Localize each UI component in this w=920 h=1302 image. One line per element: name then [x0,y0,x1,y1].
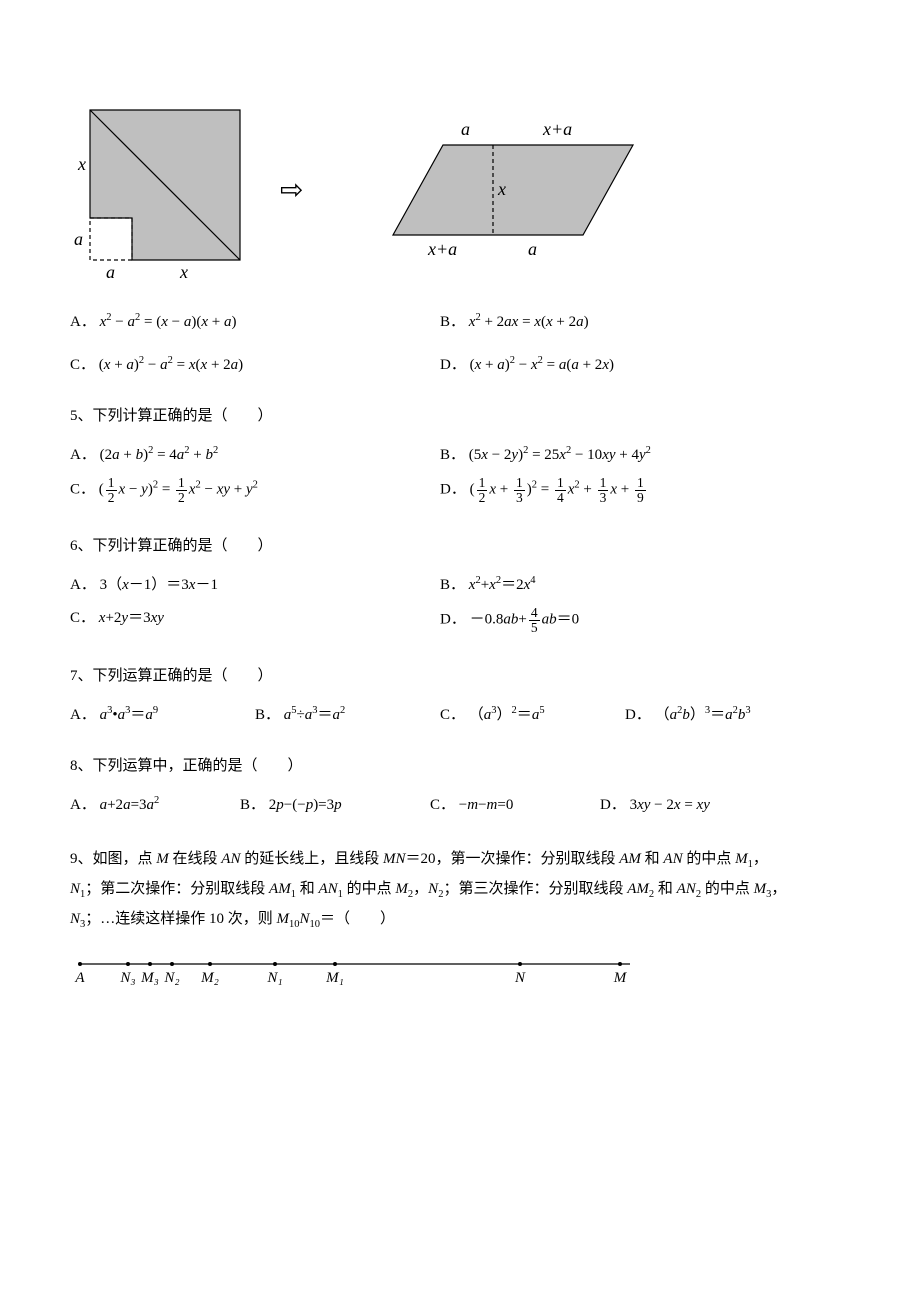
q4-option-b: B． x2 + 2ax = x(x + 2a) [440,310,810,331]
q6-option-b: B． x2+x2＝2x4 [440,573,810,594]
label-a-bottom2: a [528,239,537,259]
label-a-top: a [461,119,470,139]
q6-row1: A． 3（x－1）＝3x－1 B． x2+x2＝2x4 [70,573,850,594]
q8-option-a: A． a+2a=3a2 [70,793,240,814]
label-x-mid: x [497,179,506,199]
q5-row1: A． (2a + b)2 = 4a2 + b2 B． (5x − 2y)2 = … [70,443,850,464]
opt-label: D． [440,611,466,627]
q5-option-a: A． (2a + b)2 = 4a2 + b2 [70,443,440,464]
q6-head: 6、下列计算正确的是（ ） [70,534,850,555]
opt-label: D． [600,797,626,813]
q7-option-a: A． a3•a3＝a9 [70,703,255,724]
q8-option-d: D． 3xy − 2x = xy [600,793,785,814]
arrow-icon: ⇨ [280,173,303,207]
opt-label: B． [440,314,465,330]
q5-head: 5、下列计算正确的是（ ） [70,404,850,425]
q8-head: 8、下列运算中，正确的是（ ） [70,754,850,775]
q7-option-d: D． （a2b）3＝a2b3 [625,703,810,724]
svg-text:M₃: M₃ [140,970,159,986]
q8-row: A． a+2a=3a2 B． 2p−(−p)=3p C． −m−m=0 D． 3… [70,793,850,814]
q8-option-c: C． −m−m=0 [430,793,600,814]
q9-number-line: A N₃ M₃N₂ M₂ N₁ M₁ N M [70,952,850,997]
opt-label: B． [240,797,265,813]
q4-figure: x a a x ⇨ a x+a x x+a a [70,100,850,280]
opt-label: C． [70,610,95,626]
opt-label: C． [430,797,455,813]
q4-option-a: A． x2 − a2 = (x − a)(x + a) [70,310,440,331]
opt-label: C． [70,481,95,497]
opt-label: B． [255,707,280,723]
svg-text:N: N [514,970,526,986]
opt-label: D． [440,357,466,373]
q4-options-row1: A． x2 − a2 = (x − a)(x + a) B． x2 + 2ax … [70,310,850,331]
q4-option-d: D． (x + a)2 − x2 = a(a + 2x) [440,353,810,374]
svg-text:N₃: N₃ [119,970,135,986]
svg-text:M₂: M₂ [200,970,219,986]
q4-options-row2: C． (x + a)2 − a2 = x(x + 2a) D． (x + a)2… [70,353,850,374]
svg-text:M₁: M₁ [325,970,344,986]
opt-label: A． [70,314,96,330]
svg-text:N₁: N₁ [266,970,282,986]
label-xa-top: x+a [542,119,572,139]
q5-option-d: D． (12x + 13)2 = 14x2 + 13x + 19 [440,476,810,504]
opt-label: A． [70,707,96,723]
q7-option-c: C． （a3）2＝a5 [440,703,625,724]
q6-row2: C． x+2y＝3xy D． －0.8ab+45ab＝0 [70,606,850,634]
label-xa-bottom: x+a [427,239,457,259]
opt-label: B． [440,447,465,463]
svg-text:M: M [613,970,628,986]
q7-row: A． a3•a3＝a9 B． a5÷a3＝a2 C． （a3）2＝a5 D． （… [70,703,850,724]
svg-text:N₂: N₂ [163,970,179,986]
q4-option-c: C． (x + a)2 − a2 = x(x + 2a) [70,353,440,374]
q5-option-b: B． (5x − 2y)2 = 25x2 − 10xy + 4y2 [440,443,810,464]
opt-label: A． [70,797,96,813]
opt-label: C． [70,357,95,373]
q6-option-a: A． 3（x－1）＝3x－1 [70,573,440,594]
q7-head: 7、下列运算正确的是（ ） [70,664,850,685]
parallelogram-figure: a x+a x x+a a [333,110,653,270]
label-a-left: a [74,229,83,249]
opt-label: D． [440,481,466,497]
label-x-bottom: x [179,262,188,280]
q7-option-b: B． a5÷a3＝a2 [255,703,440,724]
opt-label: B． [440,577,465,593]
opt-label: A． [70,577,96,593]
q5-row2: C． (12x − y)2 = 12x2 − xy + y2 D． (12x +… [70,476,850,504]
q6-option-d: D． －0.8ab+45ab＝0 [440,606,810,634]
q8-option-b: B． 2p−(−p)=3p [240,793,430,814]
opt-label: A． [70,447,96,463]
q5-option-c: C． (12x − y)2 = 12x2 − xy + y2 [70,476,440,504]
square-figure: x a a x [70,100,250,280]
q9-text: 9、如图，点 M 在线段 AN 的延长线上，且线段 MN＝20，第一次操作：分别… [70,844,850,934]
label-a-bottom: a [106,262,115,280]
label-x-left: x [77,154,86,174]
opt-label: D． [625,707,651,723]
opt-label: C． [440,707,465,723]
svg-text:A: A [74,970,85,986]
q6-option-c: C． x+2y＝3xy [70,606,440,634]
